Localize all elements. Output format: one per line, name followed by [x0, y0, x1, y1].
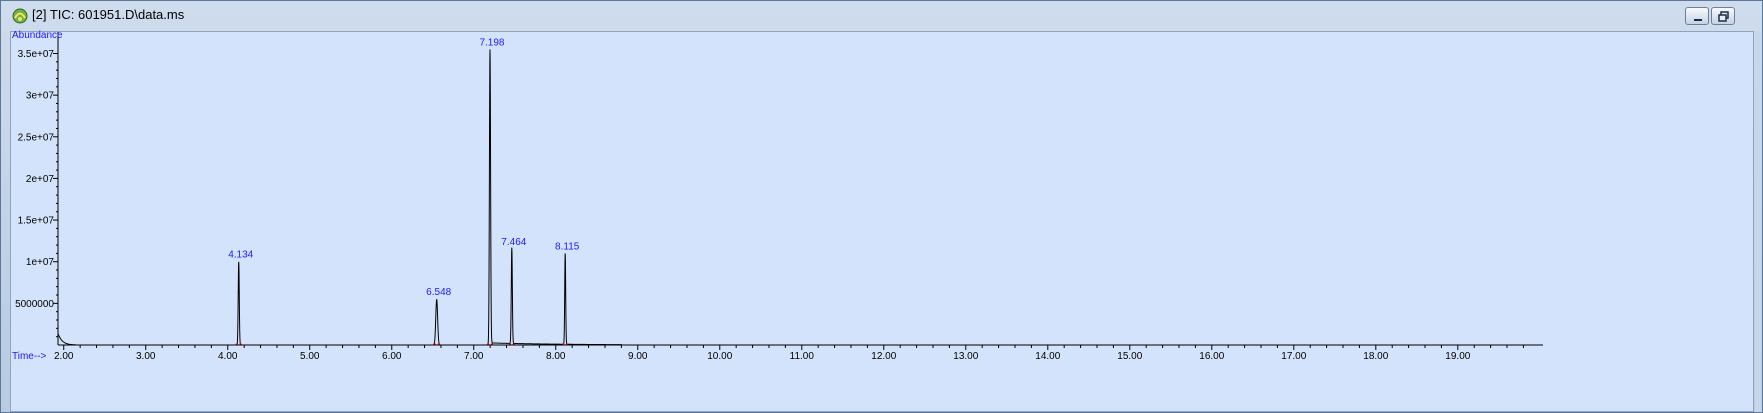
- x-tick-label: 11.00: [790, 351, 815, 362]
- x-tick-label: 19.00: [1445, 351, 1470, 362]
- y-tick-label: 1e+07: [26, 257, 55, 268]
- app-icon: [12, 8, 28, 24]
- peak-label: 8.115: [555, 241, 580, 252]
- tic-trace: [57, 49, 1539, 346]
- peak-label: 4.134: [228, 250, 253, 261]
- axes: Abundance Time--> 2.00 3.00 4.00 5.00 6.00 7.00…: [12, 30, 1543, 362]
- tic-line: [57, 49, 1539, 346]
- minimize-icon: [1694, 19, 1702, 21]
- peak-label: 7.198: [479, 37, 504, 48]
- x-tick-label: 13.00: [953, 351, 978, 362]
- x-tick-label: 4.00: [218, 351, 238, 362]
- peak-label: 7.464: [501, 237, 526, 248]
- x-tick-label: 18.00: [1363, 351, 1388, 362]
- minimize-button[interactable]: [1685, 7, 1709, 25]
- x-axis-title: Time-->: [12, 351, 47, 362]
- x-tick-label: 17.00: [1281, 351, 1306, 362]
- window-title: [2] TIC: 601951.D\data.ms: [32, 7, 185, 22]
- title-bar[interactable]: [2] TIC: 601951.D\data.ms: [1, 1, 1762, 30]
- x-tick-label: 8.00: [546, 351, 566, 362]
- x-tick-label: 12.00: [871, 351, 896, 362]
- y-tick-label: 2e+07: [26, 174, 55, 185]
- restore-icon: [1718, 11, 1729, 22]
- peak-label: 6.548: [426, 287, 451, 298]
- y-axis-title: Abundance: [12, 30, 63, 41]
- x-tick-label: 14.00: [1035, 351, 1060, 362]
- scrollbar[interactable]: [1755, 31, 1761, 412]
- restore-button[interactable]: [1711, 7, 1735, 25]
- y-tick-label: 5000000: [15, 299, 54, 310]
- x-tick-label: 10.00: [707, 351, 732, 362]
- x-tick-label: 15.00: [1117, 351, 1142, 362]
- y-tick-label: 2.5e+07: [18, 132, 55, 143]
- x-tick-label: 2.00: [54, 351, 74, 362]
- y-tick-label: 3e+07: [26, 91, 55, 102]
- x-tick-label: 16.00: [1199, 351, 1224, 362]
- x-tick-label: 7.00: [464, 351, 484, 362]
- x-tick-label: 3.00: [136, 351, 156, 362]
- peak-labels: 4.134 6.548 7.198 7.464 8.115: [228, 37, 580, 345]
- y-tick-label: 3.5e+07: [18, 49, 55, 60]
- x-tick-label: 6.00: [382, 351, 402, 362]
- x-tick-label: 5.00: [300, 351, 320, 362]
- y-tick-label: 1.5e+07: [18, 216, 55, 227]
- x-tick-label: 9.00: [628, 351, 648, 362]
- plot-area: [10, 31, 1754, 412]
